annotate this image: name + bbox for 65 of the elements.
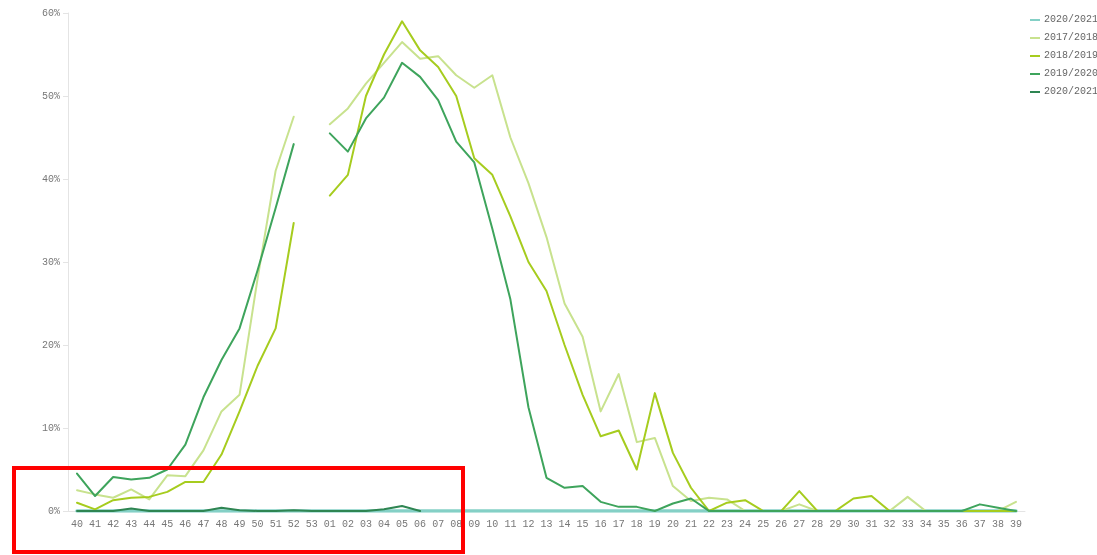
x-tick-label: 39 [1009, 518, 1022, 530]
x-tick-label: 01 [323, 518, 336, 530]
y-tick-label: 0% [47, 505, 60, 517]
x-tick-label: 53 [305, 518, 318, 530]
x-tick-label: 30 [847, 518, 860, 530]
x-tick-label: 23 [721, 518, 734, 530]
x-tick-label: 27 [793, 518, 806, 530]
y-tick-label: 30% [41, 256, 60, 268]
x-tick-label: 43 [125, 518, 138, 530]
x-tick-label: 32 [883, 518, 896, 530]
x-tick-label: 21 [684, 518, 697, 530]
x-tick-label: 06 [414, 518, 427, 530]
y-tick-label: 50% [41, 90, 60, 102]
x-tick-label: 47 [197, 518, 210, 530]
y-tick-label: 60% [41, 7, 60, 19]
x-tick-label: 51 [269, 518, 282, 530]
x-tick-label: 11 [504, 518, 517, 530]
legend-label: 2017/2018 [1044, 31, 1097, 43]
x-tick-label: 24 [739, 518, 752, 530]
x-tick-label: 45 [161, 518, 174, 530]
x-tick-label: 16 [594, 518, 607, 530]
x-tick-label: 52 [287, 518, 300, 530]
y-tick-label: 10% [41, 422, 60, 434]
y-tick-label: 20% [41, 339, 60, 351]
x-tick-label: 31 [865, 518, 878, 530]
x-tick-label: 34 [919, 518, 932, 530]
x-tick-label: 33 [901, 518, 914, 530]
x-tick-label: 35 [937, 518, 950, 530]
x-tick-label: 29 [829, 518, 842, 530]
x-tick-label: 20 [666, 518, 679, 530]
x-tick-label: 37 [973, 518, 986, 530]
x-tick-label: 05 [396, 518, 409, 530]
x-tick-label: 17 [612, 518, 625, 530]
legend-label: 2020/2021 [1044, 13, 1097, 25]
x-tick-label: 22 [703, 518, 716, 530]
x-tick-label: 49 [233, 518, 246, 530]
x-tick-label: 42 [107, 518, 120, 530]
x-tick-label: 03 [359, 518, 372, 530]
x-tick-label: 08 [450, 518, 463, 530]
x-tick-label: 36 [955, 518, 968, 530]
x-tick-label: 18 [630, 518, 643, 530]
x-tick-label: 19 [648, 518, 661, 530]
x-tick-label: 09 [468, 518, 481, 530]
x-tick-label: 04 [377, 518, 390, 530]
x-tick-label: 12 [522, 518, 535, 530]
x-tick-label: 50 [251, 518, 264, 530]
legend-label: 2018/2019 [1044, 49, 1097, 61]
x-tick-label: 46 [179, 518, 192, 530]
x-tick-label: 48 [215, 518, 228, 530]
x-tick-label: 02 [341, 518, 354, 530]
x-tick-label: 10 [486, 518, 499, 530]
x-tick-label: 25 [757, 518, 770, 530]
x-tick-label: 26 [775, 518, 788, 530]
x-tick-label: 13 [540, 518, 553, 530]
x-tick-label: 38 [991, 518, 1004, 530]
x-tick-label: 40 [71, 518, 84, 530]
x-tick-label: 44 [143, 518, 156, 530]
x-tick-label: 28 [811, 518, 824, 530]
legend-label: 2020/2021 [1044, 85, 1097, 97]
y-tick-label: 40% [41, 173, 60, 185]
x-tick-label: 07 [432, 518, 445, 530]
x-tick-label: 14 [558, 518, 571, 530]
x-tick-label: 15 [576, 518, 589, 530]
x-tick-label: 41 [89, 518, 102, 530]
legend-label: 2019/2020 [1044, 67, 1097, 79]
